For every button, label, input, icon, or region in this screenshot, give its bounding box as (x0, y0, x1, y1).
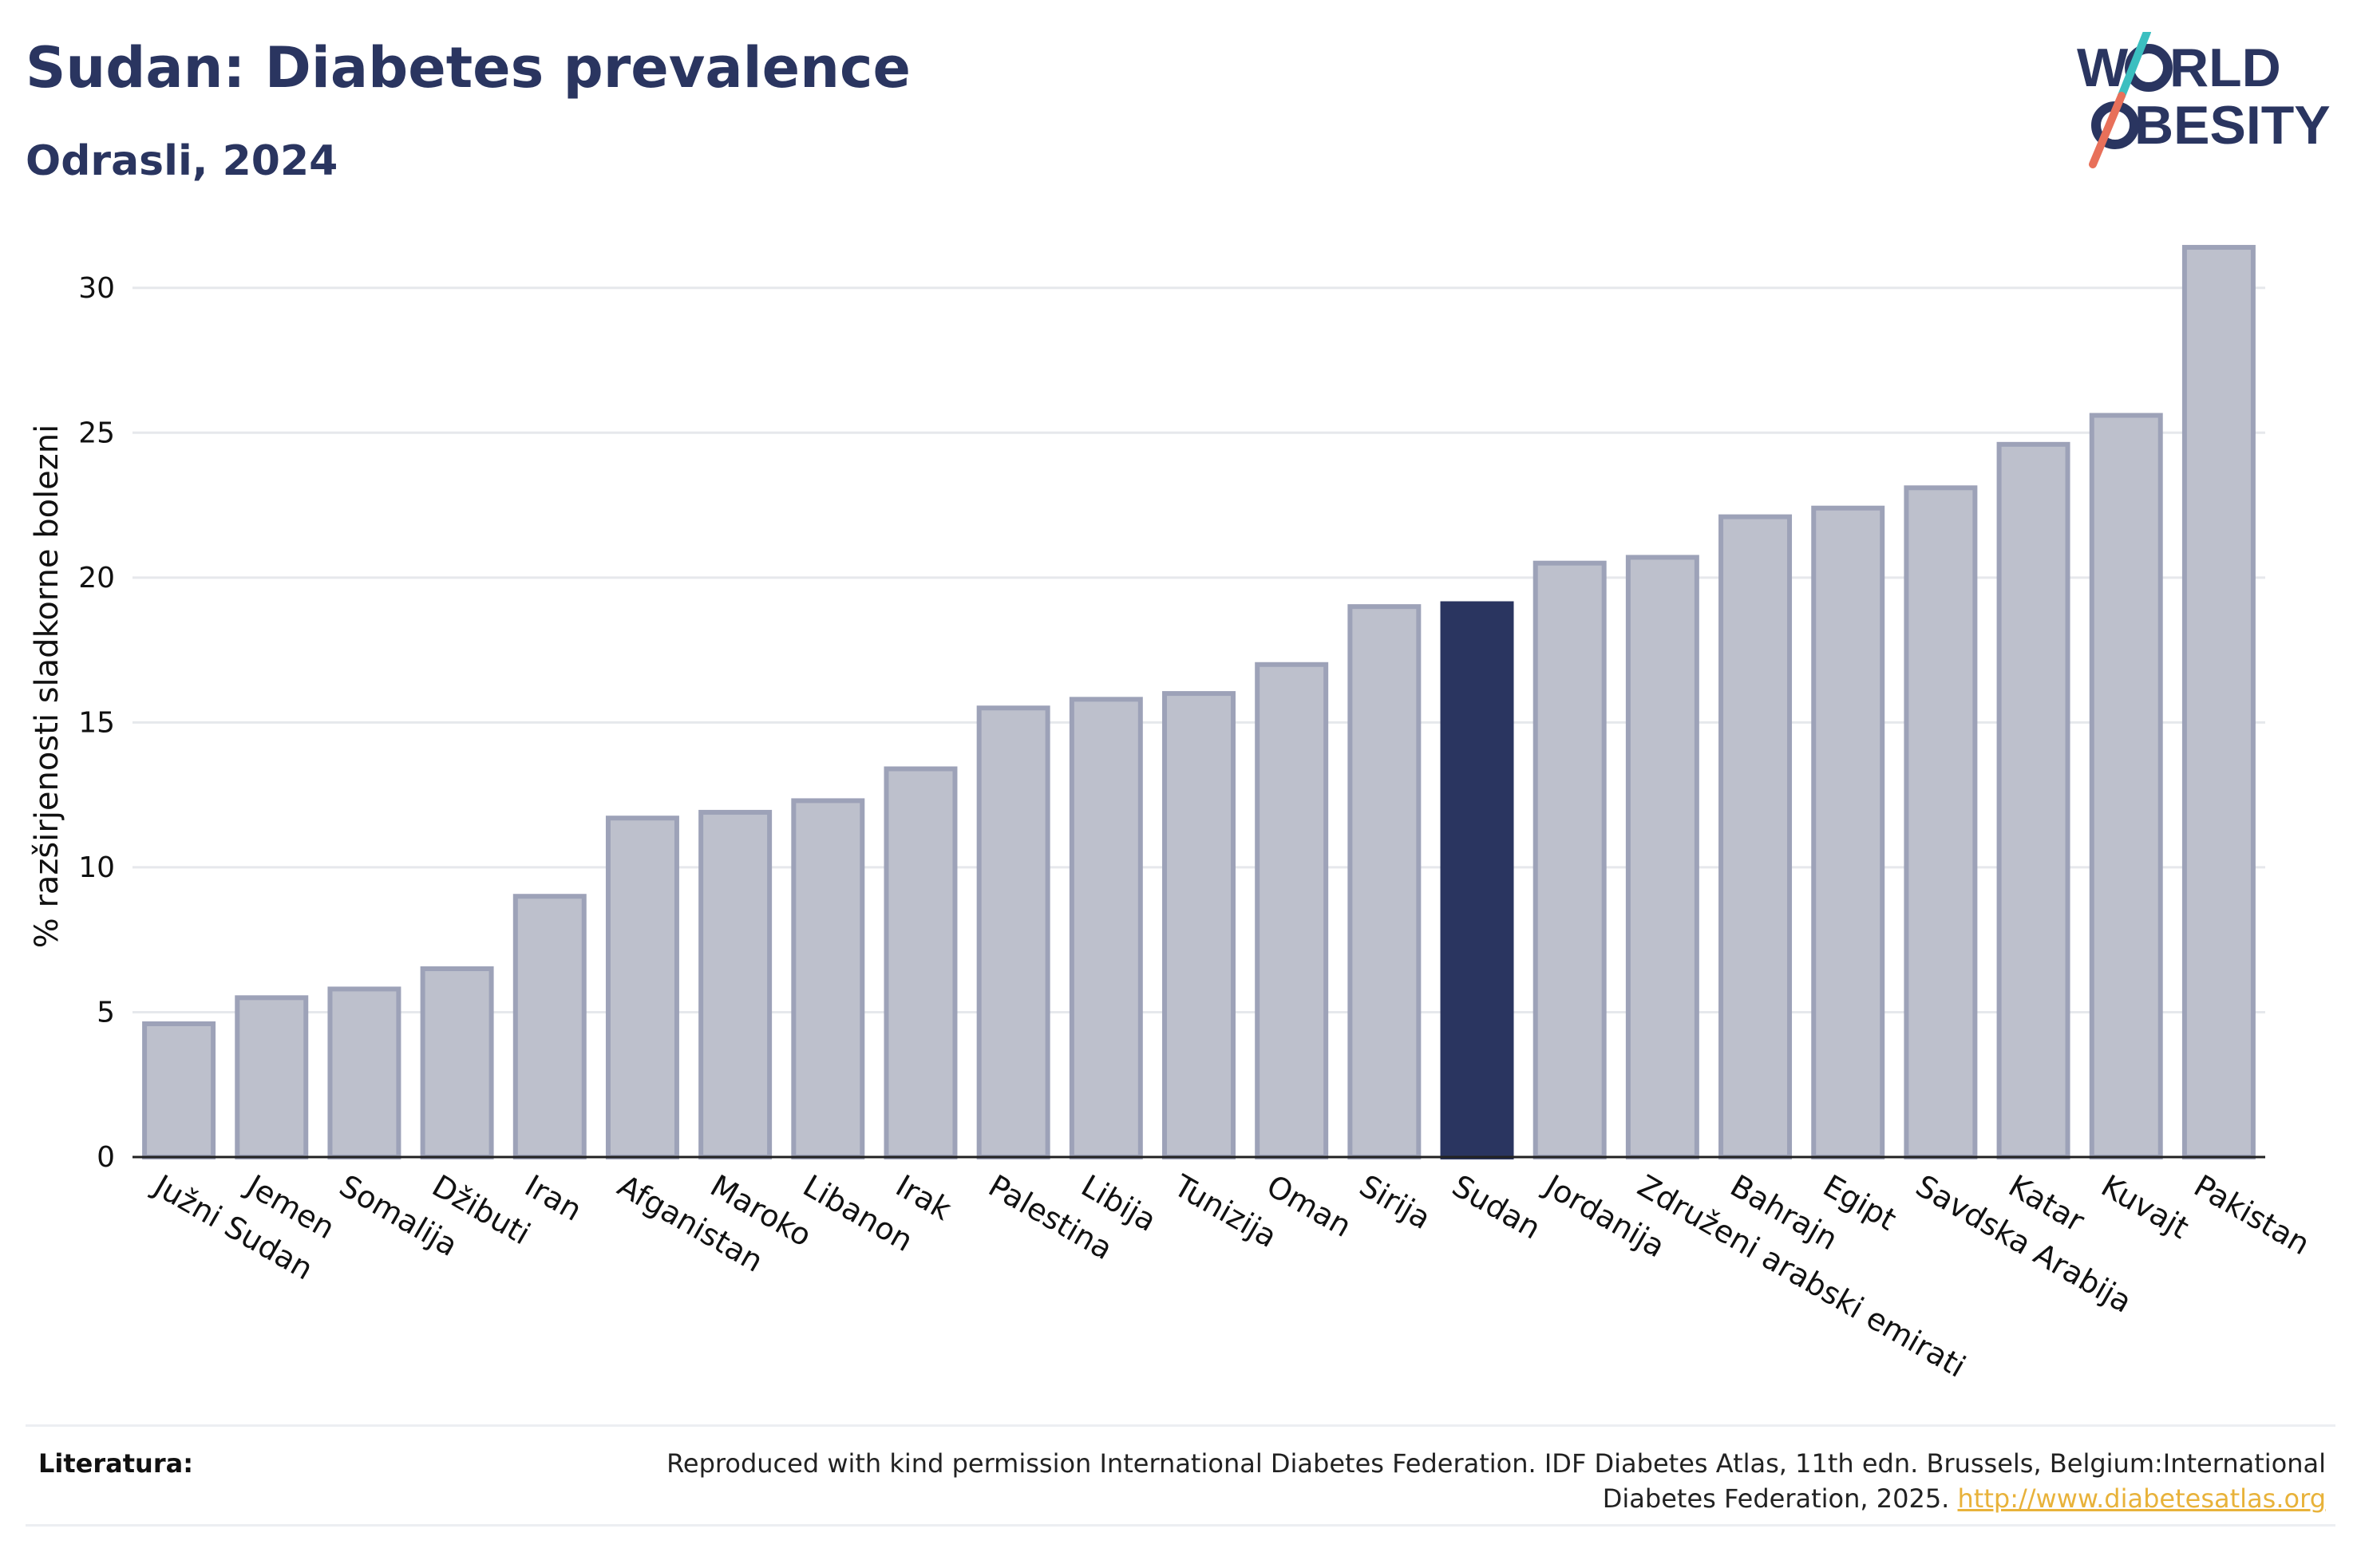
bar (1162, 691, 1236, 1159)
source-text: Reproduced with kind permission Internat… (666, 1448, 2326, 1514)
bar (605, 816, 679, 1159)
bar (1904, 485, 1978, 1159)
bar (1440, 601, 1514, 1159)
bar (1996, 441, 2070, 1159)
bar (1532, 560, 1607, 1159)
x-tick-label: Sudan (1446, 1168, 1547, 1246)
svg-text:BESITY: BESITY (2134, 95, 2331, 156)
bar (1718, 514, 1793, 1159)
y-axis-label: % razširjenosti sladkorne bolezni (29, 425, 65, 949)
footer-divider-top (26, 1424, 2335, 1427)
bar (976, 705, 1050, 1159)
x-tick-label: Kuvajt (2095, 1168, 2194, 1246)
y-tick-label: 0 (97, 1141, 115, 1174)
svg-text:RLD: RLD (2169, 38, 2281, 98)
source-link[interactable]: http://www.diabetesatlas.org (1957, 1483, 2326, 1514)
footer-divider-bottom (26, 1524, 2335, 1527)
bar (512, 894, 587, 1159)
bar (791, 798, 865, 1160)
bar (2181, 244, 2256, 1159)
chart-subtitle: Odrasli, 2024 (26, 137, 338, 185)
y-tick-label: 20 (78, 562, 115, 594)
y-tick-label: 5 (97, 996, 115, 1029)
y-tick-label: 25 (78, 417, 115, 449)
bar (235, 995, 309, 1160)
bar (884, 766, 958, 1159)
bar (1069, 697, 1143, 1159)
y-tick-label: 30 (78, 272, 115, 305)
world-obesity-logo: W RLD BESITY (2077, 32, 2331, 168)
bar (2089, 413, 2163, 1159)
bar (1625, 555, 1699, 1159)
x-tick-label: Pakistan (2188, 1168, 2316, 1262)
literature-label: Literatura: (38, 1448, 193, 1479)
source-citation: Reproduced with kind permission Internat… (570, 1446, 2326, 1516)
bar (1347, 604, 1422, 1159)
chart-title: Sudan: Diabetes prevalence (26, 35, 911, 101)
bar (698, 809, 773, 1159)
bar (142, 1021, 216, 1159)
bar-chart: 0 5 10 15 20 25 30 % razširjenosti sladkorne bo… (29, 244, 2316, 1384)
y-tick-label: 10 (78, 851, 115, 884)
bar (420, 966, 494, 1159)
y-tick-label: 15 (78, 706, 115, 739)
svg-text:W: W (2077, 38, 2129, 98)
x-tick-label: Tunizija (1168, 1167, 1283, 1254)
bar (327, 986, 401, 1160)
bar (1255, 662, 1329, 1159)
bar (1811, 505, 1885, 1159)
x-tick-label: Sirija (1354, 1168, 1437, 1236)
